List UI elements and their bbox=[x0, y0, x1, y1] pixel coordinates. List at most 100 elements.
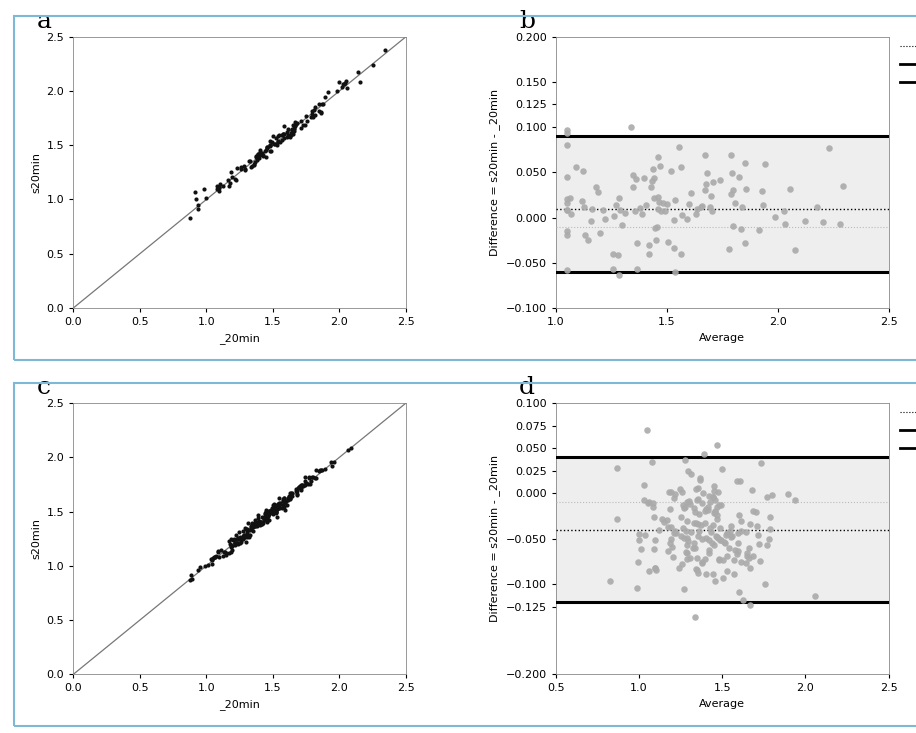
Point bbox=[268, 501, 283, 512]
Point bbox=[694, 200, 709, 212]
Point bbox=[219, 548, 234, 559]
Point bbox=[835, 180, 850, 191]
Point bbox=[279, 499, 294, 511]
Point bbox=[284, 489, 299, 501]
Point bbox=[632, 202, 647, 213]
Point bbox=[754, 185, 769, 197]
Point bbox=[632, 528, 647, 539]
Point bbox=[289, 117, 304, 128]
Point bbox=[673, 248, 688, 259]
Point bbox=[242, 528, 256, 540]
Point bbox=[638, 529, 652, 541]
Point bbox=[727, 568, 742, 580]
Point bbox=[712, 499, 726, 511]
Point bbox=[763, 523, 778, 534]
Point bbox=[629, 237, 644, 248]
Point bbox=[274, 502, 289, 514]
Point bbox=[689, 483, 703, 495]
Point bbox=[647, 511, 661, 523]
Point bbox=[263, 506, 278, 517]
Point bbox=[224, 534, 239, 545]
Point bbox=[338, 78, 353, 89]
Point bbox=[245, 521, 259, 533]
Point bbox=[691, 530, 705, 542]
Point bbox=[560, 225, 574, 237]
Point bbox=[710, 509, 725, 520]
Point bbox=[243, 524, 257, 536]
Point bbox=[267, 138, 282, 150]
Point bbox=[694, 201, 709, 213]
Point bbox=[660, 199, 674, 210]
Point bbox=[269, 504, 284, 515]
Point bbox=[738, 237, 753, 248]
Point bbox=[226, 534, 241, 546]
Point bbox=[651, 523, 666, 535]
Point bbox=[265, 136, 279, 148]
Point bbox=[624, 121, 638, 133]
Point bbox=[603, 575, 617, 587]
Point bbox=[679, 525, 693, 537]
Point bbox=[251, 515, 266, 527]
Point bbox=[237, 531, 252, 543]
Point bbox=[690, 564, 704, 576]
Point bbox=[560, 205, 574, 216]
Point bbox=[288, 117, 302, 128]
Point bbox=[281, 490, 296, 502]
Point bbox=[248, 156, 263, 168]
Point bbox=[269, 502, 284, 514]
Point bbox=[752, 538, 767, 550]
Point bbox=[294, 479, 309, 490]
Point bbox=[644, 456, 659, 468]
Point bbox=[197, 183, 212, 195]
Point bbox=[692, 474, 707, 486]
Point bbox=[260, 141, 275, 152]
Point bbox=[265, 502, 279, 514]
Y-axis label: Difference = s20min - _20min: Difference = s20min - _20min bbox=[489, 89, 500, 256]
Point bbox=[611, 192, 626, 204]
Point bbox=[229, 529, 244, 541]
Point bbox=[337, 78, 352, 90]
Point bbox=[729, 548, 744, 559]
Point bbox=[278, 495, 293, 507]
Point bbox=[272, 136, 287, 148]
Point bbox=[239, 523, 254, 535]
Point bbox=[253, 519, 267, 531]
Point bbox=[246, 158, 261, 170]
Point bbox=[710, 501, 725, 512]
Point bbox=[304, 106, 319, 117]
Point bbox=[229, 533, 244, 545]
X-axis label: _20min: _20min bbox=[219, 699, 260, 710]
Point bbox=[605, 263, 620, 275]
Point bbox=[702, 544, 716, 556]
Point bbox=[271, 135, 286, 147]
Point bbox=[269, 501, 284, 512]
Point bbox=[756, 199, 770, 210]
Point bbox=[708, 507, 723, 518]
Point bbox=[679, 547, 693, 559]
Point bbox=[738, 157, 753, 169]
Point bbox=[238, 164, 253, 176]
Point bbox=[647, 172, 661, 184]
Point bbox=[648, 534, 662, 546]
Point bbox=[651, 152, 666, 163]
Point bbox=[560, 264, 574, 276]
Point bbox=[617, 207, 632, 219]
Point bbox=[736, 594, 751, 605]
Point bbox=[712, 553, 726, 565]
Point bbox=[663, 165, 678, 177]
Point bbox=[245, 519, 259, 531]
Point bbox=[271, 498, 286, 510]
Point bbox=[267, 498, 282, 509]
Point bbox=[305, 108, 320, 119]
Point bbox=[290, 482, 305, 494]
Point bbox=[334, 81, 349, 93]
Point bbox=[224, 539, 239, 550]
Point bbox=[265, 507, 279, 518]
Point bbox=[722, 542, 736, 554]
Point bbox=[738, 557, 753, 569]
Point bbox=[733, 475, 747, 487]
Point bbox=[778, 218, 792, 229]
Point bbox=[680, 213, 694, 224]
Point bbox=[290, 489, 305, 501]
Point bbox=[699, 531, 714, 543]
